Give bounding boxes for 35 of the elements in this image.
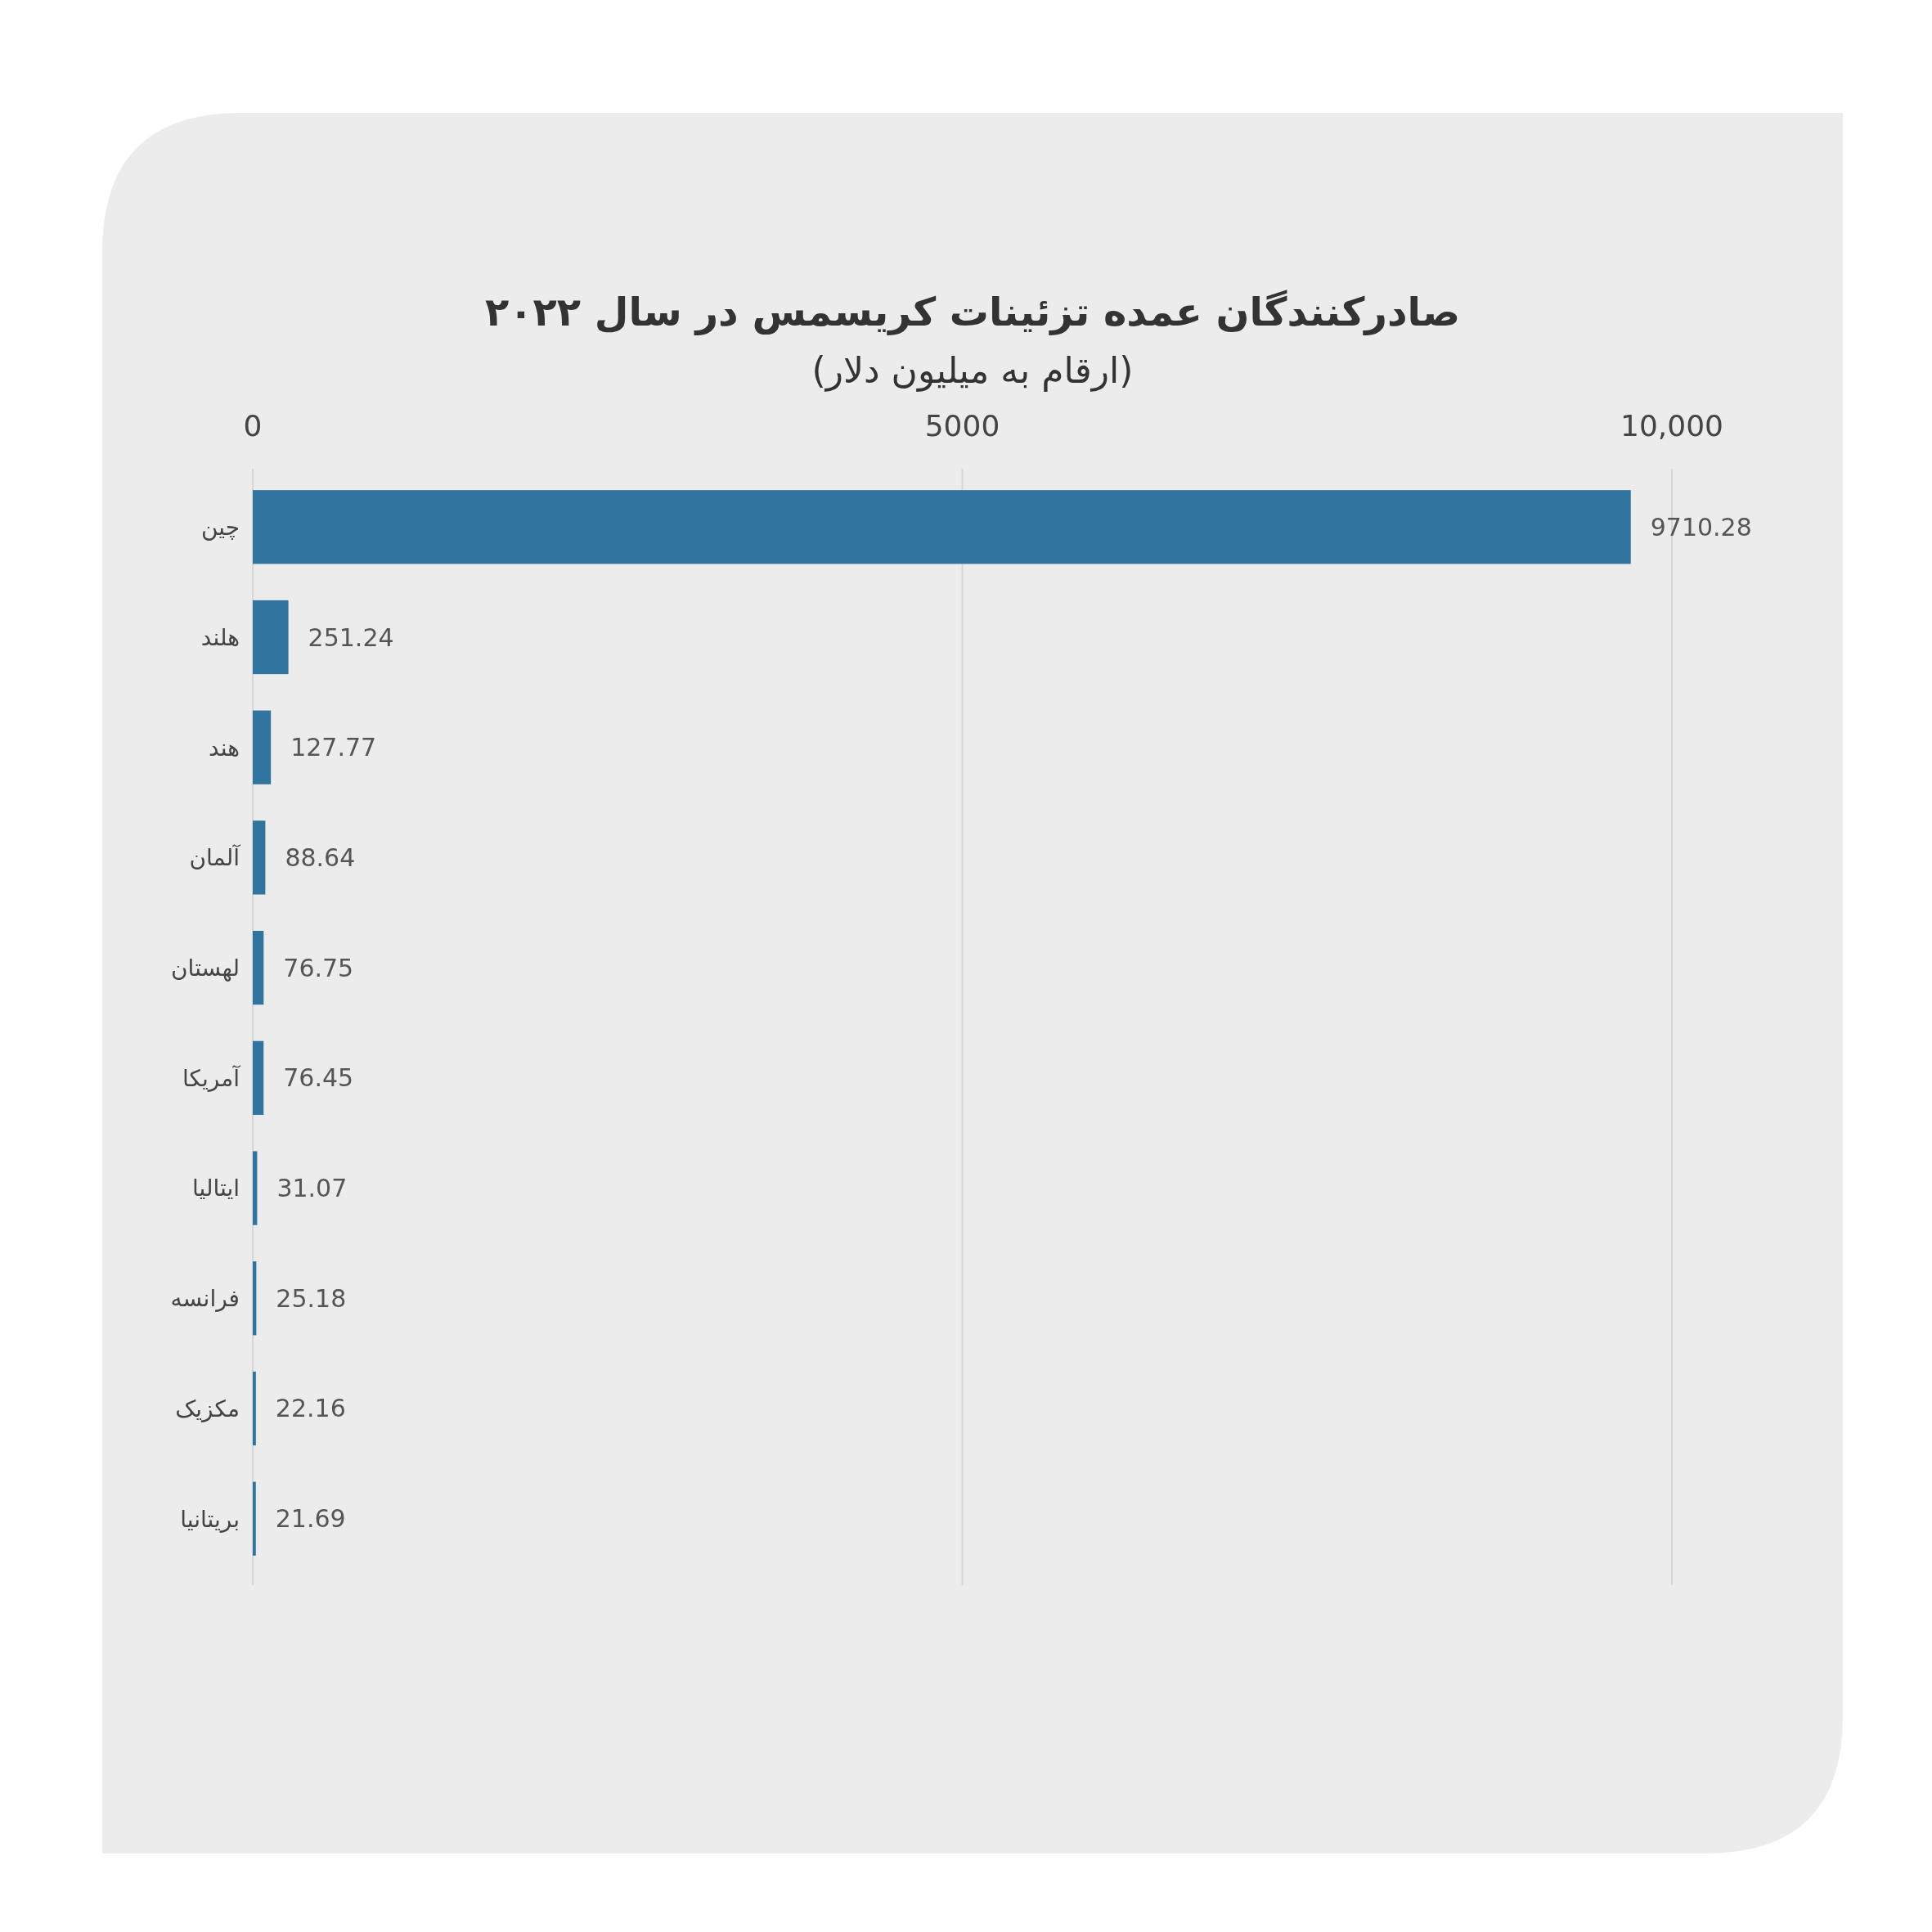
y-tick-label: آلمان [189,844,241,872]
chart-title: صادرکنندگان عمده تزئینات کریسمس در سال ۲۰۲۲ [484,289,1461,335]
data-label: 76.45 [283,1063,354,1093]
bar [253,931,264,1005]
bar [253,1261,257,1336]
bar [253,1040,264,1115]
y-tick-label: بریتانیا [180,1505,240,1533]
bar [253,820,266,895]
bar [253,1151,258,1225]
y-tick-label: آمریکا [182,1064,241,1092]
y-tick-label: چین [200,514,240,541]
data-label: 22.16 [275,1394,346,1423]
x-tick-label: 10,000 [1620,409,1723,443]
bar [253,490,1631,564]
y-tick-label: هند [209,734,240,762]
y-tick-label: مکزیک [175,1395,240,1422]
data-label: 76.75 [283,953,354,982]
data-label: 9710.28 [1650,512,1752,541]
x-tick-label: 5000 [924,409,1000,443]
y-tick-label: هلند [200,623,240,651]
bar [253,710,272,784]
x-tick-label: 0 [243,409,263,443]
bar [253,1371,256,1446]
data-label: 251.24 [308,622,394,652]
y-tick-label: فرانسه [170,1285,240,1313]
data-label: 25.18 [276,1283,347,1313]
bar [253,600,289,675]
y-tick-label: لهستان [171,954,240,982]
data-label: 88.64 [285,842,356,872]
data-label: 127.77 [290,733,377,762]
bar [253,1481,256,1556]
y-tick-label: ایتالیا [191,1175,240,1202]
data-label: 21.69 [275,1504,346,1534]
data-label: 31.07 [276,1174,348,1203]
chart-subtitle: (ارقام به میلیون دلار) [811,349,1134,392]
